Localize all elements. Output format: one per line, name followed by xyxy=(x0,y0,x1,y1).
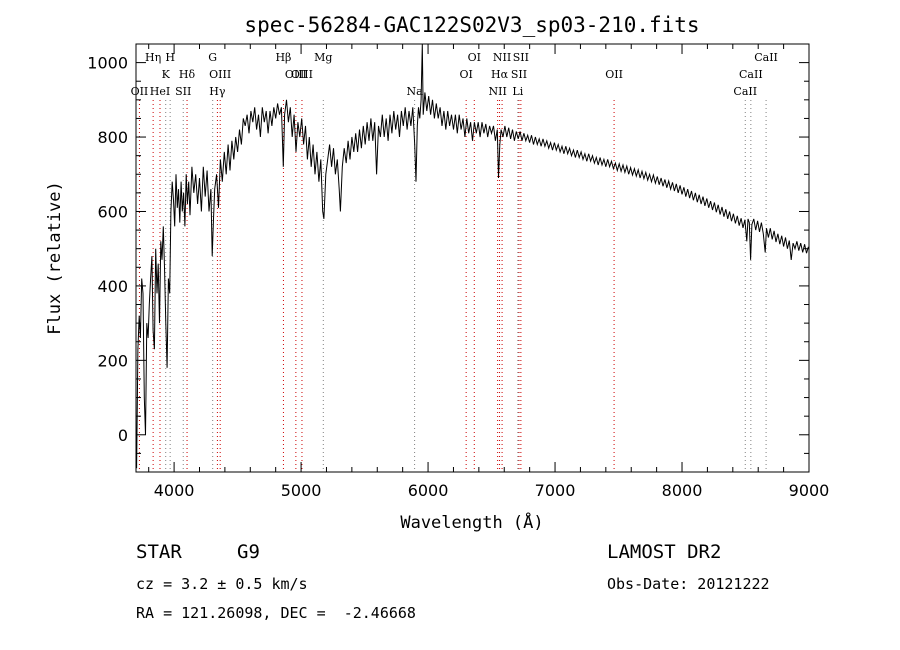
spectrum-line xyxy=(136,43,809,469)
line-marker-label-25: CaII xyxy=(739,68,763,81)
line-marker-label-18: Hα xyxy=(491,68,509,81)
line-marker-label-13: Mg xyxy=(314,51,332,64)
y-axis-label: Flux (relative) xyxy=(45,181,65,335)
survey-label: LAMOST DR2 xyxy=(607,541,722,563)
line-marker-label-3: K xyxy=(162,68,171,81)
line-marker-label-2: HeI xyxy=(150,85,170,98)
line-marker-label-14: Na xyxy=(407,85,424,98)
line-marker-label-24: CaII xyxy=(733,85,757,98)
line-marker-label-1: Hη xyxy=(145,51,161,64)
line-marker-label-9: OIII xyxy=(209,68,231,81)
line-marker-label-23: OII xyxy=(605,68,623,81)
line-marker-label-21: SII xyxy=(511,68,527,81)
line-marker-label-16: OI xyxy=(468,51,481,64)
x-tick-label-5000: 5000 xyxy=(281,481,322,500)
line-marker-label-5: SII xyxy=(175,85,191,98)
line-marker-label-4: H xyxy=(165,51,175,64)
ra-dec-coordinates: RA = 121.26098, DEC = -2.46668 xyxy=(136,604,416,622)
y-tick-label-400: 400 xyxy=(97,277,128,296)
line-marker-label-10: Hβ xyxy=(275,51,291,64)
line-marker-label-15: OI xyxy=(459,68,472,81)
y-tick-label-600: 600 xyxy=(97,202,128,221)
line-marker-label-19: NII xyxy=(493,51,511,64)
x-tick-label-7000: 7000 xyxy=(535,481,576,500)
x-tick-label-8000: 8000 xyxy=(662,481,703,500)
plot-frame xyxy=(135,43,810,473)
x-tick-label-6000: 6000 xyxy=(408,481,449,500)
object-class: STAR xyxy=(136,541,182,563)
line-marker-label-6: Hδ xyxy=(179,68,196,81)
object-subclass: G9 xyxy=(237,541,260,563)
y-tick-label-0: 0 xyxy=(118,426,128,445)
line-marker-label-11: OIII xyxy=(285,68,307,81)
obs-date: Obs-Date: 20121222 xyxy=(607,575,770,593)
line-marker-label-8: Hγ xyxy=(209,85,226,98)
line-marker-label-12: OIII xyxy=(291,68,313,81)
line-marker-label-0: OII xyxy=(131,85,149,98)
x-axis-label: Wavelength (Å) xyxy=(400,511,543,533)
y-tick-label-800: 800 xyxy=(97,128,128,147)
line-marker-label-7: G xyxy=(208,51,217,64)
x-tick-label-4000: 4000 xyxy=(154,481,195,500)
line-marker-layer: OIIHηHeIKHSIIHδGHγOIIIHβOIIIOIIIMgNaOIOI… xyxy=(131,51,778,472)
line-marker-label-17: NII xyxy=(488,85,506,98)
x-axis: 4000 5000 6000 7000 8000 9000 xyxy=(148,44,830,500)
x-tick-label-9000: 9000 xyxy=(789,481,830,500)
y-tick-label-1000: 1000 xyxy=(87,54,128,73)
line-marker-label-20: Li xyxy=(512,85,523,98)
y-axis: 0 200 400 600 800 1000 xyxy=(87,54,809,454)
line-marker-label-26: CaII xyxy=(754,51,778,64)
chart-title: spec-56284-GAC122S02V3_sp03-210.fits xyxy=(244,13,699,37)
line-marker-label-22: SII xyxy=(513,51,529,64)
y-tick-label-200: 200 xyxy=(97,351,128,370)
cz-value: cz = 3.2 ± 0.5 km/s xyxy=(136,575,308,593)
